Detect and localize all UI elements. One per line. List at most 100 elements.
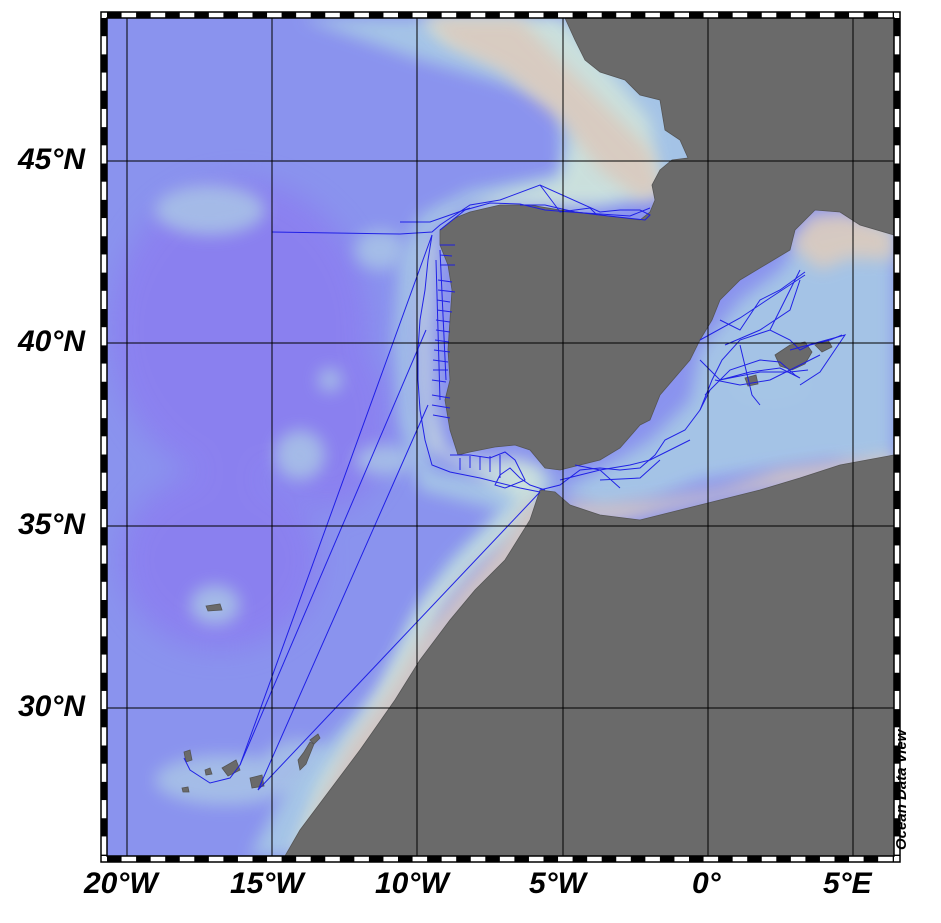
frame-bar <box>894 272 900 291</box>
map-border <box>100 11 901 863</box>
frame-bar <box>747 856 762 862</box>
frame-bar <box>805 856 820 862</box>
frame-bar <box>863 856 879 862</box>
frame-bar <box>101 600 107 619</box>
frame-bar <box>894 90 900 109</box>
frame-bar <box>252 856 268 862</box>
ocean-data-view-credit: Ocean Data View <box>893 729 910 850</box>
deep-basins <box>110 180 390 650</box>
graticule <box>107 18 894 856</box>
frame-bar <box>776 856 791 862</box>
frame-bar <box>894 781 900 801</box>
track-to-canaries-2 <box>239 329 427 766</box>
frame-bar <box>485 12 500 18</box>
land-africa <box>284 454 894 856</box>
frame-bar <box>101 381 107 400</box>
frame-bar <box>398 856 413 862</box>
frame-bar <box>572 12 588 18</box>
frame-bar <box>485 856 500 862</box>
frame-bar <box>101 54 107 73</box>
frame-bar <box>543 856 559 862</box>
frame-bar <box>863 12 879 18</box>
land-la-gomera <box>204 767 213 776</box>
track-north-coast <box>400 184 651 231</box>
lon-label-20w: 20°W <box>84 867 158 900</box>
frame-bar <box>894 672 900 691</box>
frame-bar <box>718 856 733 862</box>
land-la-palma <box>183 749 193 763</box>
frame-bar <box>101 672 107 691</box>
frame-bar <box>339 12 355 18</box>
frame-bar <box>894 418 900 437</box>
frame-bar <box>101 781 107 801</box>
frame-bar <box>894 527 900 546</box>
frame-bar <box>398 12 413 18</box>
frame-bar <box>101 563 107 582</box>
lon-label-5w: 5°W <box>529 867 586 900</box>
lon-label-10w: 10°W <box>375 867 449 900</box>
frame-bar <box>630 12 646 18</box>
frame-bar <box>894 563 900 582</box>
frame-bar <box>101 199 107 219</box>
frame-bar <box>894 854 900 856</box>
frame-bar <box>165 856 180 862</box>
frame-bar <box>368 12 384 18</box>
frame-bar <box>194 856 209 862</box>
frame-bar <box>601 12 617 18</box>
frame-bar <box>368 856 384 862</box>
frame-bar <box>456 12 471 18</box>
frame-bar <box>101 90 107 109</box>
frame-bar <box>427 12 442 18</box>
frame-bar <box>776 12 791 18</box>
track-portugal-transects <box>431 244 456 419</box>
frame-bar <box>894 345 900 364</box>
frame-bar <box>894 309 900 328</box>
frame-bar <box>543 12 559 18</box>
frame-bar <box>136 856 151 862</box>
lon-label-15w: 15°W <box>230 867 304 900</box>
frame-bar <box>101 454 107 473</box>
frame-bar <box>514 856 529 862</box>
frame-bar <box>101 18 107 37</box>
frame-bar <box>659 856 675 862</box>
lon-label-5e: 5°E <box>823 867 872 900</box>
frame-bar <box>101 345 107 364</box>
frame-bar <box>101 163 107 182</box>
frame-bar <box>165 12 180 18</box>
track-med-shelf <box>559 439 691 489</box>
frame-bar <box>101 636 107 655</box>
frame-bar <box>310 856 326 862</box>
frame-bar <box>894 709 900 728</box>
frame-bar <box>572 856 588 862</box>
lat-label-40n: 40°N <box>18 325 86 358</box>
frame-bar <box>101 127 107 146</box>
frame-bar <box>101 236 107 255</box>
frame-bar <box>427 856 442 862</box>
frame-bar <box>894 236 900 255</box>
track-gulf-cadiz <box>450 451 546 491</box>
lon-label-0: 0° <box>692 867 721 900</box>
frame-bar <box>223 12 238 18</box>
frame-bar <box>894 54 900 73</box>
frame-bar <box>894 199 900 219</box>
track-portugal-coast <box>417 234 541 493</box>
map-plot-area <box>107 18 894 856</box>
frame-bar <box>834 12 850 18</box>
shallow-water <box>290 18 660 856</box>
frame-bar <box>805 12 820 18</box>
frame-bar <box>194 12 209 18</box>
frame-bar <box>339 856 355 862</box>
frame-bar <box>892 12 894 18</box>
track-to-canaries-4 <box>257 491 541 791</box>
frame-bar <box>101 272 107 291</box>
frame-bar <box>894 600 900 619</box>
frame-bar <box>136 12 151 18</box>
frame-bar <box>894 818 900 837</box>
landmasses <box>181 18 894 856</box>
frame-bar <box>894 18 900 37</box>
frame-bar <box>894 163 900 182</box>
frame-bar <box>101 527 107 546</box>
frame-bar <box>659 12 675 18</box>
frame-bar <box>252 12 268 18</box>
land-lanzarote <box>309 733 321 745</box>
